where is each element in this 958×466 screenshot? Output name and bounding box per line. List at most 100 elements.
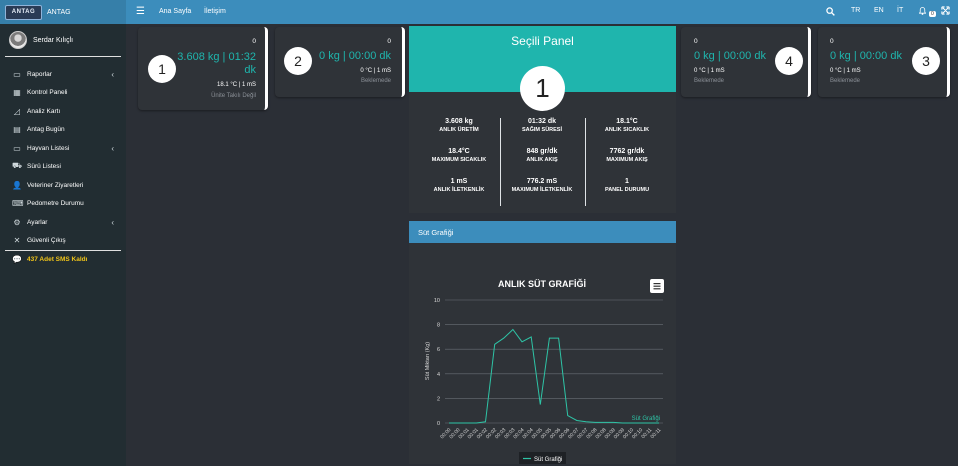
top-navbar: ANTAG ANTAG ☰ Ana Sayfa İletişim TR EN İ… — [0, 0, 958, 24]
chart-y-tick-label: 6 — [437, 347, 440, 353]
panel-card-4[interactable]: 0 0 kg | 00:00 dk 0 °C | 1 mS Beklemede … — [681, 27, 811, 97]
lang-it-link[interactable]: İT — [897, 7, 904, 14]
sms-remaining-link[interactable]: 💬 437 Adet SMS Kaldı — [12, 254, 88, 264]
notifications-button[interactable]: 0 — [918, 7, 936, 17]
menu-toggle-icon[interactable]: ☰ — [136, 6, 145, 17]
sidebar-item-kontrol-paneli[interactable]: ▦ Kontrol Paneli — [13, 87, 68, 97]
brand[interactable]: ANTAG ANTAG — [0, 0, 126, 24]
grid-icon: ▦ — [13, 87, 21, 97]
panel-card-1[interactable]: 1 0 3.608 kg | 01:32 dk 18.1 °C | 1 mS Ü… — [138, 27, 268, 110]
stat-instant-production: 3.608 kg ANLIK ÜRETİM — [439, 118, 479, 133]
chart-y-tick-label: 10 — [434, 298, 440, 304]
panel-number-badge: 1 — [148, 55, 176, 83]
keyboard-icon: ⌨ — [12, 198, 24, 208]
panel-number-badge: 4 — [775, 47, 803, 75]
nav-home-link[interactable]: Ana Sayfa — [159, 8, 192, 15]
sidebar-item-pedometre-durumu[interactable]: ⌨ Pedometre Durumu — [12, 198, 84, 208]
milk-chart-box: Süt Grafiği ANLIK SÜT GRAFİĞİ 0 2 4 6 8 10 00… — [409, 221, 676, 464]
menu-icon — [653, 283, 661, 290]
sidebar-item-hayvan-listesi[interactable]: ▭ Hayvan Listesi ‹ — [13, 143, 114, 153]
user-icon: 👤 — [12, 180, 22, 190]
sidebar-item-antag-bugun[interactable]: ▤ Antag Bugün — [13, 124, 65, 134]
sidebar-item-ayarlar[interactable]: ⚙ Ayarlar ‹ — [13, 217, 114, 227]
panel-number-badge: 3 — [912, 47, 940, 75]
lang-en-link[interactable]: EN — [874, 7, 884, 14]
truck-icon: ⛟ — [12, 161, 23, 170]
chevron-left-icon: ‹ — [111, 217, 114, 227]
panel-temp: 18.1 °C | 1 mS — [217, 82, 256, 88]
chart-series-end-label: Süt Grafiği — [632, 416, 660, 422]
user-name: Serdar Kılıçlı — [33, 36, 74, 44]
chart-y-tick-label: 2 — [437, 396, 440, 402]
panel-card-2[interactable]: 2 0 0 kg | 00:00 dk 0 °C | 1 mS Beklemed… — [275, 27, 405, 97]
chart-y-axis-label: Süt Miktarı (Kg) — [425, 342, 431, 380]
list-icon: ▭ — [13, 143, 21, 153]
brand-name: ANTAG — [47, 8, 71, 16]
sidebar-item-veteriner-ziyaretleri[interactable]: 👤 Veteriner Ziyaretleri — [12, 180, 84, 190]
sidebar-item-suru-listesi[interactable]: ⛟ Sürü Listesi — [12, 161, 61, 170]
chart-legend[interactable]: Süt Grafiği — [519, 452, 566, 464]
chart-y-tick-label: 8 — [437, 323, 440, 329]
chart-series-line[interactable] — [449, 328, 659, 424]
divider — [5, 56, 121, 57]
panel-temp: 0 °C | 1 mS — [830, 68, 861, 74]
panel-status: Beklemede — [360, 78, 391, 84]
panel-number-badge: 2 — [284, 47, 312, 75]
panel-value: 0 kg | 00:00 dk — [830, 50, 902, 62]
fullscreen-icon[interactable] — [941, 6, 950, 17]
stats-column: 3.608 kg ANLIK ÜRETİM 18.4°C MAXIMUM SIC… — [415, 118, 503, 208]
stats-column: 01:32 dk SAĞIM SÜRESİ 848 gr/dk ANLIK AK… — [498, 118, 586, 208]
selected-panel-number: 1 — [520, 66, 565, 111]
chevron-left-icon: ‹ — [111, 143, 114, 153]
divider — [585, 118, 586, 206]
chart-box-heading: Süt Grafiği — [409, 221, 676, 243]
chart-y-tick-label: 4 — [437, 372, 440, 378]
panel-value: 0 kg | 00:00 dk — [319, 50, 391, 62]
bell-icon — [918, 7, 928, 17]
panel-value: 0 kg | 00:00 dk — [694, 50, 766, 62]
report-icon: ▭ — [13, 69, 21, 79]
stat-instant-conductivity: 1 mS ANLIK İLETKENLİK — [433, 178, 485, 193]
sidebar-item-analiz-karti[interactable]: ◿ Analiz Kartı — [13, 106, 61, 116]
panel-count: 0 — [252, 38, 256, 45]
close-icon: ✕ — [13, 235, 21, 245]
stat-max-flow: 7762 gr/dk MAXIMUM AKIŞ — [606, 148, 648, 163]
stat-max-conductivity: 776.2 mS MAXIMUM İLETKENLİK — [511, 178, 573, 193]
stat-max-temperature: 18.4°C MAXIMUM SICAKLIK — [431, 148, 487, 163]
notification-count-badge: 0 — [928, 11, 936, 17]
stat-instant-flow: 848 gr/dk ANLIK AKIŞ — [526, 148, 558, 163]
stat-panel-status: 1 PANEL DURUMU — [604, 178, 650, 193]
lang-tr-link[interactable]: TR — [851, 7, 861, 14]
panel-count: 0 — [694, 38, 698, 45]
area-chart-icon: ◿ — [13, 106, 21, 116]
panel-status: Beklemede — [830, 78, 861, 84]
cogs-icon: ⚙ — [13, 217, 21, 227]
chart-y-tick-label: 0 — [437, 421, 440, 427]
calendar-icon: ▤ — [13, 124, 21, 134]
comment-icon: 💬 — [12, 254, 22, 264]
user-panel[interactable]: Serdar Kılıçlı — [9, 31, 73, 49]
search-icon[interactable] — [826, 7, 835, 18]
stats-column: 18.1°C ANLIK SICAKLIK 7762 gr/dk MAXIMUM… — [583, 118, 671, 208]
chart-legend-label: Süt Grafiği — [534, 457, 562, 463]
panel-status: Ünite Takılı Değil — [211, 93, 256, 99]
chart-legend-bg — [519, 452, 566, 464]
divider — [500, 118, 501, 206]
panel-value: 3.608 kg | 01:32 dk — [177, 51, 256, 76]
stat-instant-temperature: 18.1°C ANLIK SICAKLIK — [604, 118, 650, 133]
panel-count: 0 — [830, 38, 834, 45]
chart-menu-button[interactable] — [650, 279, 664, 293]
stat-milking-duration: 01:32 dk SAĞIM SÜRESİ — [521, 118, 563, 133]
chevron-left-icon: ‹ — [111, 69, 114, 79]
panel-status: Beklemede — [694, 78, 725, 84]
chart-title: ANLIK SÜT GRAFİĞİ — [498, 278, 586, 289]
nav-contact-link[interactable]: İletişim — [204, 8, 226, 15]
divider — [5, 250, 121, 251]
brand-logo: ANTAG — [5, 4, 42, 20]
chart-x-tick-label: 00:11 — [650, 427, 663, 440]
panel-count: 0 — [387, 38, 391, 45]
sidebar-item-guvenli-cikis[interactable]: ✕ Güvenli Çıkış — [13, 235, 66, 245]
sidebar: Serdar Kılıçlı ▭ Raporlar ‹ ▦ Kontrol Pa… — [0, 24, 126, 466]
sidebar-item-raporlar[interactable]: ▭ Raporlar ‹ — [13, 69, 114, 79]
panel-card-3[interactable]: 0 0 kg | 00:00 dk 0 °C | 1 mS Beklemede … — [818, 27, 950, 97]
